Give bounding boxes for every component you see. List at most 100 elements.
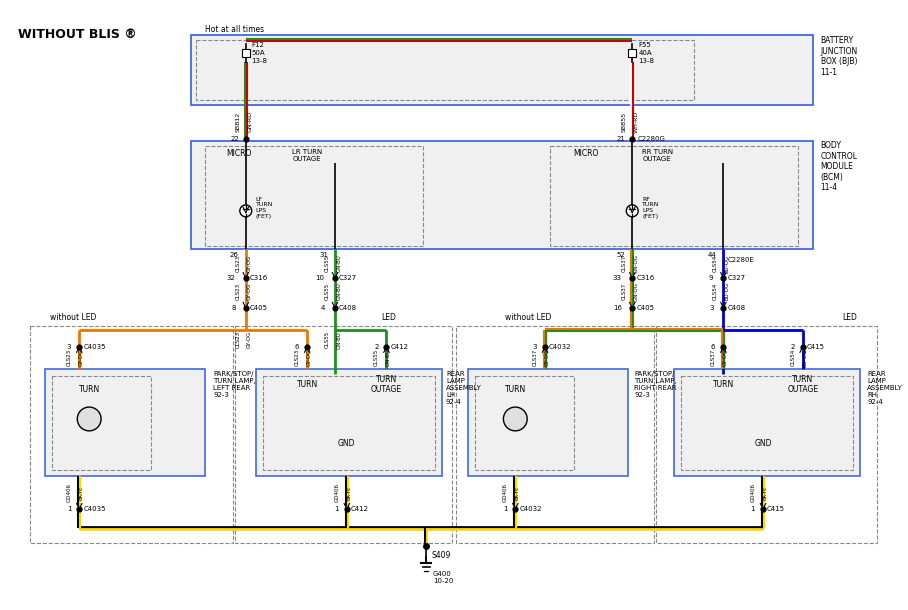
Text: 22: 22	[230, 135, 239, 142]
Circle shape	[240, 205, 252, 217]
Text: BK-YE: BK-YE	[763, 485, 767, 500]
Text: 4: 4	[321, 305, 325, 311]
Text: 1: 1	[67, 506, 72, 512]
Text: F12: F12	[252, 42, 264, 48]
Text: SBB55: SBB55	[622, 112, 627, 132]
Text: 3: 3	[533, 343, 538, 350]
Text: BK-YE: BK-YE	[515, 485, 519, 500]
FancyBboxPatch shape	[468, 370, 628, 476]
Bar	[628, 49, 637, 57]
Text: 44: 44	[707, 253, 716, 259]
Text: C412: C412	[350, 506, 369, 512]
Text: GND: GND	[755, 439, 772, 448]
Text: GND: GND	[338, 439, 356, 448]
Text: 1: 1	[503, 506, 508, 512]
Text: CLS37: CLS37	[533, 349, 538, 366]
Text: SBB12: SBB12	[235, 112, 241, 132]
Text: C2280G: C2280G	[637, 135, 665, 142]
Text: GD406: GD406	[334, 483, 340, 502]
Text: CLS23: CLS23	[295, 349, 300, 366]
Text: RF
TURN
LPS
(FET): RF TURN LPS (FET)	[642, 196, 659, 219]
Text: GY-OG: GY-OG	[723, 349, 728, 366]
Text: 8: 8	[232, 305, 236, 311]
Text: LED: LED	[381, 314, 397, 322]
Text: REAR
LAMP
ASSEMBLY
LH
92-4: REAR LAMP ASSEMBLY LH 92-4	[446, 371, 482, 406]
Text: GN-RD: GN-RD	[247, 111, 252, 132]
Text: 52: 52	[617, 253, 626, 259]
Text: without LED: without LED	[506, 314, 552, 322]
Text: LF
TURN
LPS
(FET): LF TURN LPS (FET)	[256, 196, 273, 219]
Text: BU-OG: BU-OG	[725, 282, 730, 300]
Text: BATTERY
JUNCTION
BOX (BJB)
11-1: BATTERY JUNCTION BOX (BJB) 11-1	[821, 37, 858, 77]
Text: CLS54: CLS54	[713, 282, 718, 300]
Text: 2: 2	[374, 343, 379, 350]
Text: CLS55: CLS55	[324, 331, 330, 348]
Text: 26: 26	[230, 253, 239, 259]
Text: 9: 9	[708, 275, 713, 281]
FancyBboxPatch shape	[256, 370, 442, 476]
Text: 21: 21	[617, 135, 626, 142]
Text: TURN: TURN	[297, 380, 318, 389]
Text: GY-OG: GY-OG	[545, 349, 549, 366]
Text: 6: 6	[711, 343, 716, 350]
Text: 13-8: 13-8	[252, 58, 268, 64]
Text: TURN: TURN	[79, 385, 100, 393]
Text: C327: C327	[727, 275, 745, 281]
FancyBboxPatch shape	[192, 35, 813, 105]
Text: BU-OG: BU-OG	[725, 254, 730, 273]
Text: TURN: TURN	[505, 385, 526, 393]
Text: C316: C316	[250, 275, 268, 281]
Text: CLS37: CLS37	[622, 282, 627, 300]
Text: GY-OG: GY-OG	[307, 349, 311, 366]
FancyBboxPatch shape	[192, 142, 813, 248]
FancyBboxPatch shape	[44, 370, 205, 476]
Text: Hot at all times: Hot at all times	[205, 25, 264, 34]
Text: C415: C415	[806, 343, 824, 350]
Text: WH-RD: WH-RD	[634, 110, 638, 133]
Text: 2: 2	[86, 414, 93, 424]
Text: without LED: without LED	[50, 314, 96, 322]
Text: C412: C412	[390, 343, 409, 350]
Text: GD406: GD406	[751, 483, 755, 502]
Text: 10: 10	[315, 275, 324, 281]
Circle shape	[627, 205, 638, 217]
Text: 33: 33	[612, 275, 621, 281]
Circle shape	[503, 407, 528, 431]
Bar	[242, 49, 250, 57]
Text: 16: 16	[613, 305, 622, 311]
Text: PARK/STOP/
TURN LAMP,
LEFT REAR
92-3: PARK/STOP/ TURN LAMP, LEFT REAR 92-3	[213, 371, 256, 398]
Text: C405: C405	[250, 305, 268, 311]
Text: C4032: C4032	[519, 506, 542, 512]
Text: G400
10-20: G400 10-20	[433, 570, 453, 584]
Text: CLS54: CLS54	[790, 349, 795, 366]
FancyBboxPatch shape	[674, 370, 860, 476]
Text: LR TURN
OUTAGE: LR TURN OUTAGE	[292, 149, 322, 162]
Text: F55: F55	[638, 42, 651, 48]
Text: WITHOUT BLIS ®: WITHOUT BLIS ®	[18, 28, 136, 41]
Text: GN-BU: GN-BU	[336, 282, 341, 300]
Text: GY-OG: GY-OG	[79, 349, 84, 366]
Text: C316: C316	[637, 275, 655, 281]
Text: 32: 32	[226, 275, 235, 281]
Text: GN-BU: GN-BU	[386, 349, 391, 367]
Text: GY-OG: GY-OG	[247, 282, 252, 300]
Text: RR TURN
OUTAGE: RR TURN OUTAGE	[642, 149, 673, 162]
Text: 2: 2	[512, 414, 518, 424]
Text: GD406: GD406	[503, 483, 508, 502]
Circle shape	[77, 407, 101, 431]
Text: GD406: GD406	[67, 483, 72, 502]
Text: CLS37: CLS37	[711, 349, 716, 366]
Text: 40A: 40A	[638, 50, 652, 56]
Text: CLS54: CLS54	[713, 255, 718, 272]
Text: 6: 6	[295, 343, 300, 350]
Text: 2: 2	[790, 343, 794, 350]
Text: PARK/STOP/
TURN LAMP,
RIGHT REAR
92-3: PARK/STOP/ TURN LAMP, RIGHT REAR 92-3	[634, 371, 677, 398]
Text: BK-YE: BK-YE	[79, 485, 84, 500]
Text: TURN: TURN	[713, 380, 734, 389]
Text: CLS23: CLS23	[235, 255, 241, 272]
Text: C2280E: C2280E	[727, 257, 755, 264]
Text: GN-BU: GN-BU	[336, 254, 341, 272]
Text: GY-OG: GY-OG	[247, 255, 252, 272]
Text: 3: 3	[709, 305, 714, 311]
Text: C4035: C4035	[84, 343, 105, 350]
